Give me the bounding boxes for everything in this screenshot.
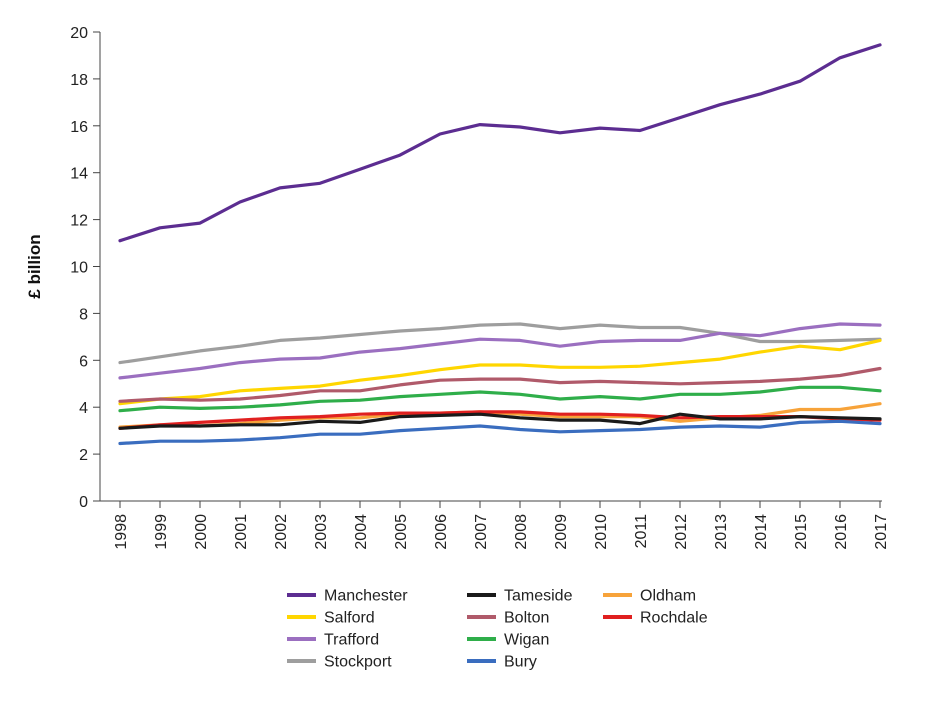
series-salford <box>118 338 882 406</box>
legend-label: Manchester <box>324 588 408 605</box>
series-line-stockport <box>118 322 882 365</box>
x-tick-label: 2006 <box>433 514 450 550</box>
x-tick-label: 2001 <box>233 514 250 550</box>
x-tick-label: 2015 <box>793 514 810 550</box>
y-axis-title: £ billion <box>25 234 44 298</box>
y-tick-label: 4 <box>79 400 88 417</box>
legend-label: Wigan <box>504 632 549 649</box>
legend-item-oldham: Oldham <box>603 588 696 605</box>
legend-label: Tameside <box>504 588 573 605</box>
x-tick-label: 2011 <box>633 514 650 549</box>
legend-label: Salford <box>324 610 375 627</box>
series-line-bury <box>118 419 882 446</box>
series-manchester <box>118 43 882 243</box>
x-tick-label: 2008 <box>513 514 530 550</box>
series-wigan <box>118 385 882 413</box>
legend-item-bury: Bury <box>467 654 537 671</box>
series-line-tameside <box>118 412 882 430</box>
x-tick-label: 2003 <box>313 514 330 550</box>
legend-label: Bolton <box>504 610 549 627</box>
x-tick-label: 2005 <box>393 514 410 550</box>
y-tick-label: 18 <box>70 72 88 89</box>
series-bolton <box>118 366 882 403</box>
legend-label: Stockport <box>324 654 392 671</box>
legend: Manchester Salford Trafford Stockport Tamesi… <box>287 588 708 671</box>
y-tick-label: 10 <box>70 260 88 277</box>
y-tick-label: 0 <box>79 494 88 511</box>
x-tick-label: 2013 <box>713 514 730 550</box>
legend-label: Oldham <box>640 588 696 605</box>
x-tick-label: 2017 <box>873 514 890 550</box>
legend-label: Trafford <box>324 632 379 649</box>
x-tick-label: 2009 <box>553 514 570 550</box>
legend-item-stockport: Stockport <box>287 654 392 671</box>
legend-label: Rochdale <box>640 610 708 627</box>
y-tick-label: 20 <box>70 25 88 42</box>
legend-label: Bury <box>504 654 537 671</box>
legend-item-tameside: Tameside <box>467 588 573 605</box>
x-tick-label: 2007 <box>473 514 490 550</box>
x-tick-label: 2012 <box>673 514 690 550</box>
y-tick-label: 12 <box>70 213 88 230</box>
series-line-salford <box>118 338 882 406</box>
x-tick-label: 2002 <box>273 514 290 550</box>
legend-item-trafford: Trafford <box>287 632 379 649</box>
series-bury <box>118 419 882 446</box>
y-tick-label: 2 <box>79 447 88 464</box>
legend-item-manchester: Manchester <box>287 588 408 605</box>
x-tick-label: 1998 <box>113 514 130 550</box>
series-line-manchester <box>118 43 882 243</box>
series-line-trafford <box>118 322 882 380</box>
x-tick-label: 1999 <box>153 514 170 550</box>
axes: 0 2 4 6 8 10 12 14 16 18 20 1998 1999 2000 2001 2002 200… <box>25 25 890 550</box>
x-tick-label: 2010 <box>593 514 610 550</box>
legend-item-bolton: Bolton <box>467 610 549 627</box>
x-tick-label: 2000 <box>193 514 210 550</box>
y-tick-label: 8 <box>79 306 88 323</box>
legend-item-wigan: Wigan <box>467 632 549 649</box>
legend-item-rochdale: Rochdale <box>603 610 708 627</box>
series-rochdale <box>118 410 882 430</box>
y-tick-label: 14 <box>70 166 88 183</box>
series-line-wigan <box>118 385 882 413</box>
series-stockport <box>118 322 882 365</box>
series-trafford <box>118 322 882 380</box>
x-tick-label: 2014 <box>753 514 770 550</box>
plot-area <box>118 43 882 446</box>
y-tick-label: 16 <box>70 119 88 136</box>
x-tick-label: 2004 <box>353 514 370 550</box>
series-line-bolton <box>118 366 882 403</box>
series-tameside <box>118 412 882 430</box>
legend-item-salford: Salford <box>287 610 375 627</box>
x-tick-label: 2016 <box>833 514 850 550</box>
y-tick-label: 6 <box>79 353 88 370</box>
series-line-rochdale <box>118 410 882 430</box>
